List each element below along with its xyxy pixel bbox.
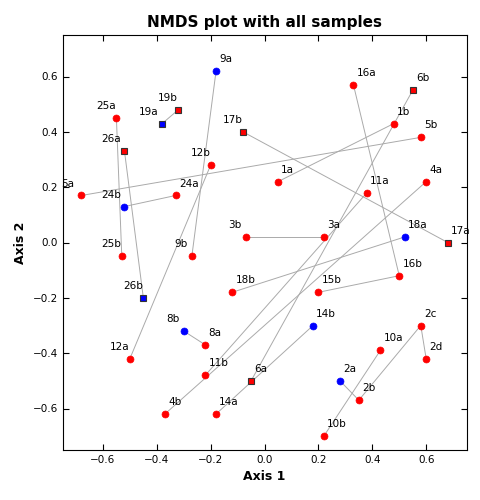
Text: 26b: 26b	[123, 281, 143, 291]
Text: 10b: 10b	[326, 419, 346, 429]
Text: 6b: 6b	[415, 74, 428, 84]
Title: NMDS plot with all samples: NMDS plot with all samples	[147, 14, 381, 30]
Text: 8a: 8a	[208, 328, 221, 338]
Text: 12b: 12b	[190, 148, 210, 158]
Text: 4b: 4b	[168, 397, 181, 407]
Text: 26a: 26a	[101, 134, 121, 144]
Text: 19b: 19b	[158, 93, 178, 103]
Text: 14b: 14b	[316, 308, 336, 318]
Text: 16b: 16b	[402, 259, 421, 269]
Text: 5a: 5a	[61, 178, 74, 188]
Text: 17a: 17a	[450, 226, 469, 235]
Text: 3b: 3b	[228, 220, 241, 230]
Text: 1b: 1b	[396, 106, 409, 117]
Text: 19a: 19a	[139, 106, 158, 117]
Text: 1a: 1a	[281, 164, 294, 174]
Text: 18b: 18b	[235, 276, 255, 285]
Text: 11a: 11a	[370, 176, 389, 186]
Text: 11b: 11b	[208, 358, 228, 368]
Text: 2b: 2b	[361, 384, 374, 394]
Text: 2d: 2d	[429, 342, 442, 352]
Text: 12a: 12a	[109, 342, 129, 352]
Text: 5b: 5b	[423, 120, 436, 130]
Text: 2a: 2a	[343, 364, 356, 374]
Text: 10a: 10a	[383, 334, 402, 344]
X-axis label: Axis 1: Axis 1	[243, 470, 285, 484]
Text: 8b: 8b	[166, 314, 179, 324]
Text: 24b: 24b	[101, 190, 121, 200]
Text: 9b: 9b	[174, 240, 187, 250]
Text: 18a: 18a	[407, 220, 427, 230]
Text: 25b: 25b	[101, 240, 121, 250]
Text: 16a: 16a	[356, 68, 375, 78]
Text: 6a: 6a	[254, 364, 267, 374]
Text: 14a: 14a	[219, 397, 239, 407]
Text: 24a: 24a	[179, 178, 198, 188]
Text: 25a: 25a	[96, 101, 116, 111]
Text: 4a: 4a	[429, 164, 442, 174]
Y-axis label: Axis 2: Axis 2	[14, 222, 27, 264]
Text: 15b: 15b	[321, 276, 341, 285]
Text: 17b: 17b	[222, 115, 242, 125]
Text: 9a: 9a	[219, 54, 232, 64]
Text: 2c: 2c	[423, 308, 435, 318]
Text: 3a: 3a	[326, 220, 339, 230]
